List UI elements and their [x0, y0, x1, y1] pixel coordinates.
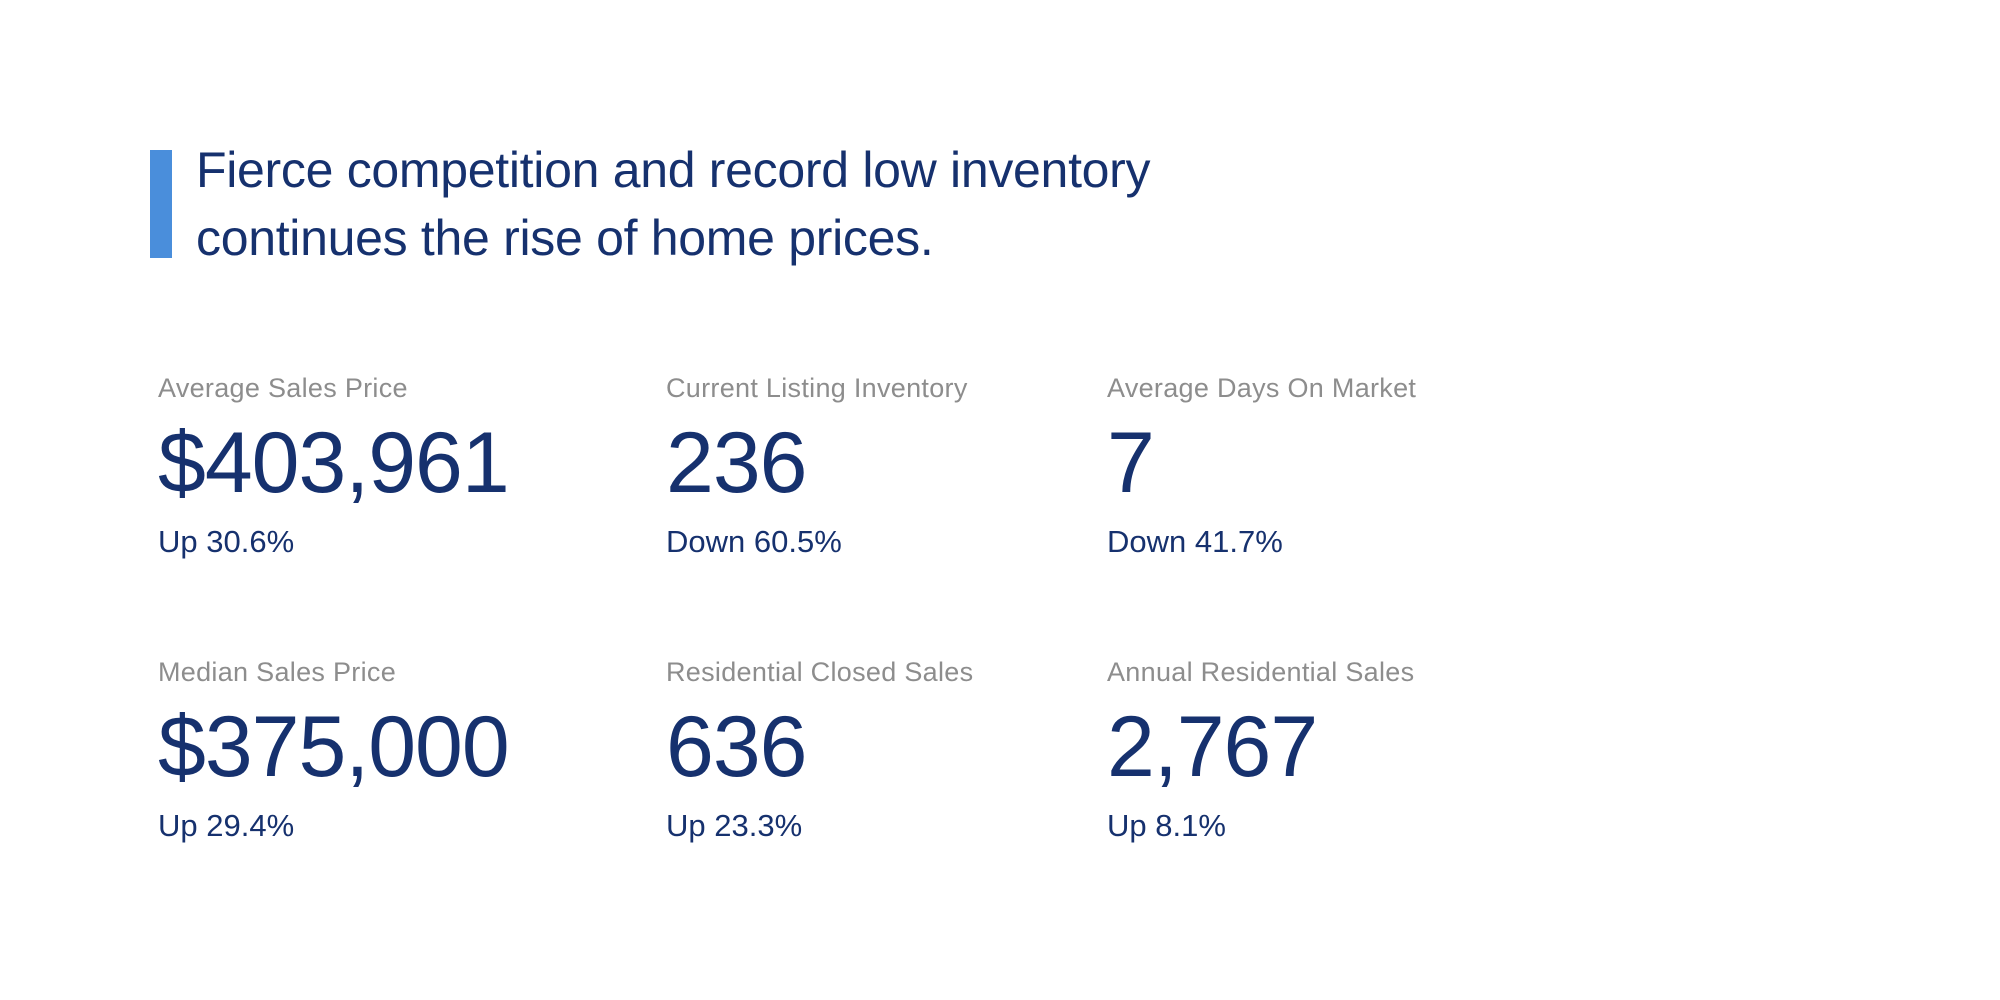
stat-card-annual-residential-sales: Annual Residential Sales 2,767 Up 8.1%	[1107, 656, 1627, 844]
stats-grid: Average Sales Price $403,961 Up 30.6% Cu…	[158, 372, 1627, 844]
page-title: Fierce competition and record low invent…	[196, 136, 1151, 272]
stat-label: Average Days On Market	[1107, 373, 1417, 403]
page-title-line1: Fierce competition and record low invent…	[196, 142, 1151, 198]
stat-value: $375,000	[158, 699, 510, 795]
stat-label: Average Sales Price	[158, 373, 408, 403]
page-title-line2: continues the rise of home prices.	[196, 210, 934, 266]
stat-label: Median Sales Price	[158, 657, 397, 687]
stat-change: Up 23.3%	[666, 808, 803, 843]
stat-change: Up 8.1%	[1107, 808, 1226, 843]
stat-label: Residential Closed Sales	[666, 657, 974, 687]
stat-change: Down 60.5%	[666, 524, 842, 559]
stat-card-current-listing-inventory: Current Listing Inventory 236 Down 60.5%	[666, 372, 1107, 560]
stat-value: 636	[666, 699, 808, 795]
stat-label: Annual Residential Sales	[1107, 657, 1415, 687]
stat-value: 2,767	[1107, 699, 1318, 795]
stat-value: $403,961	[158, 415, 510, 511]
stat-value: 7	[1107, 415, 1155, 511]
headline-accent-bar	[150, 150, 172, 258]
stat-card-median-sales-price: Median Sales Price $375,000 Up 29.4%	[158, 656, 666, 844]
stat-card-average-days-on-market: Average Days On Market 7 Down 41.7%	[1107, 372, 1627, 560]
stat-change: Down 41.7%	[1107, 524, 1283, 559]
stat-value: 236	[666, 415, 808, 511]
stat-label: Current Listing Inventory	[666, 373, 968, 403]
stat-change: Up 29.4%	[158, 808, 295, 843]
stat-card-average-sales-price: Average Sales Price $403,961 Up 30.6%	[158, 372, 666, 560]
stat-card-residential-closed-sales: Residential Closed Sales 636 Up 23.3%	[666, 656, 1107, 844]
stat-change: Up 30.6%	[158, 524, 295, 559]
